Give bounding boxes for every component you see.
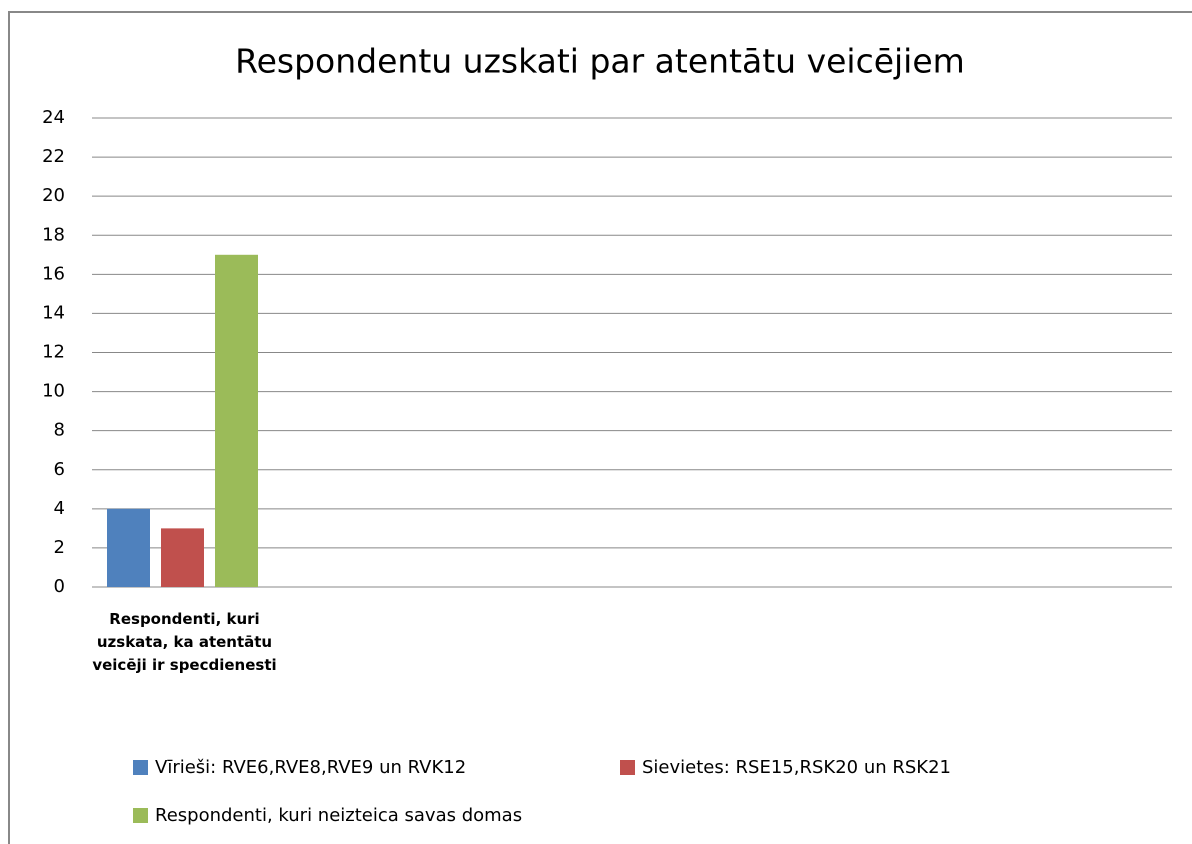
y-tick-label: 20 [42, 185, 65, 206]
y-tick-label: 4 [54, 498, 65, 519]
y-tick-label: 0 [54, 576, 65, 597]
legend-label: Respondenti, kuri neizteica savas domas [155, 805, 522, 826]
bar [107, 508, 150, 587]
legend-swatch [133, 808, 148, 823]
legend-label: Sievietes: RSE15,RSK20 un RSK21 [642, 757, 951, 778]
y-tick-label: 18 [42, 224, 65, 245]
y-tick-label: 14 [42, 302, 65, 323]
y-tick-label: 6 [54, 459, 65, 480]
legend-swatch [133, 760, 148, 775]
y-tick-label: 2 [54, 537, 65, 558]
y-tick-label: 8 [54, 420, 65, 441]
y-tick-label: 22 [42, 146, 65, 167]
x-tick-label: Respondenti, kuri uzskata, ka atentātu v… [92, 610, 277, 674]
legend-label: Vīrieši: RVE6,RVE8,RVE9 un RVK12 [155, 757, 466, 778]
legend-swatch [620, 760, 635, 775]
y-tick-label: 10 [42, 381, 65, 402]
y-tick-label: 24 [42, 107, 65, 128]
y-tick-label: 16 [42, 263, 65, 284]
chart-border [8, 11, 1192, 844]
bar [215, 254, 258, 587]
bar [161, 528, 204, 587]
y-tick-label: 12 [42, 342, 65, 363]
chart-title: Respondentu uzskati par atentātu veicēji… [235, 42, 965, 81]
